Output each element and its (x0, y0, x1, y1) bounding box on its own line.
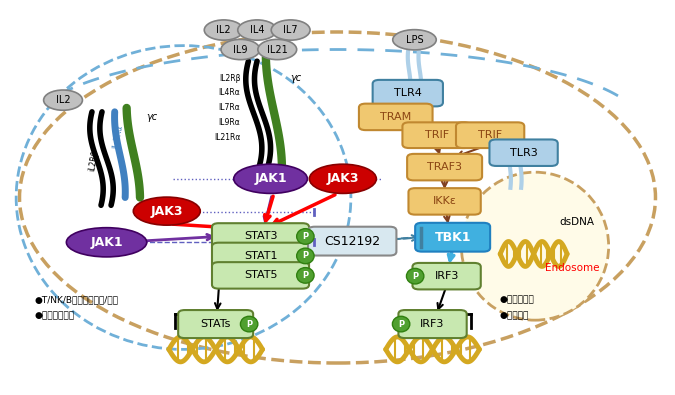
Text: IL2: IL2 (56, 95, 70, 105)
Ellipse shape (238, 20, 277, 40)
Text: iL2Rβ: iL2Rβ (88, 149, 101, 172)
Text: ●T/NK/B淡巴细胞分化/增殖: ●T/NK/B淡巴细胞分化/增殖 (35, 295, 119, 304)
Text: IL4Rα: IL4Rα (219, 88, 240, 98)
Text: IL4: IL4 (250, 25, 265, 35)
Text: IKKε: IKKε (433, 196, 456, 207)
Ellipse shape (297, 248, 314, 264)
FancyBboxPatch shape (412, 263, 481, 290)
Text: TRIF: TRIF (425, 130, 449, 140)
Ellipse shape (240, 316, 258, 332)
Ellipse shape (309, 164, 377, 194)
Ellipse shape (297, 229, 314, 244)
Text: STAT5: STAT5 (244, 271, 277, 280)
Text: IL9Rα: IL9Rα (219, 118, 240, 127)
Ellipse shape (461, 172, 609, 320)
Text: IL7: IL7 (284, 25, 298, 35)
Text: STATs: STATs (200, 319, 231, 329)
Text: JAK1: JAK1 (254, 172, 287, 185)
FancyBboxPatch shape (212, 243, 309, 269)
Text: IRF3: IRF3 (421, 319, 445, 329)
Text: STAT3: STAT3 (244, 231, 277, 241)
Text: TRAM: TRAM (380, 112, 411, 122)
Text: ●抗感染免疫: ●抗感染免疫 (500, 295, 534, 304)
Text: P: P (398, 320, 404, 329)
Text: LPS: LPS (406, 35, 423, 45)
FancyBboxPatch shape (402, 122, 470, 148)
Ellipse shape (393, 30, 436, 50)
Ellipse shape (392, 316, 410, 332)
Text: IL21: IL21 (267, 45, 288, 55)
Text: Endosome: Endosome (545, 263, 599, 273)
Text: γc: γc (291, 73, 302, 83)
Ellipse shape (44, 90, 82, 110)
FancyBboxPatch shape (408, 188, 481, 214)
Text: STAT1: STAT1 (244, 251, 277, 261)
Ellipse shape (221, 40, 260, 60)
Text: TLR4: TLR4 (394, 88, 422, 98)
Text: CS12192: CS12192 (324, 235, 380, 248)
Text: ●免疫记忆维持: ●免疫记忆维持 (35, 312, 75, 321)
Ellipse shape (234, 164, 307, 194)
FancyBboxPatch shape (373, 80, 443, 106)
Ellipse shape (134, 197, 200, 225)
Text: JAK3: JAK3 (327, 172, 359, 185)
FancyBboxPatch shape (407, 154, 482, 181)
Text: TRIF: TRIF (478, 130, 502, 140)
Text: IL-2Rα: IL-2Rα (111, 123, 124, 149)
Text: IL21Rα: IL21Rα (214, 133, 240, 142)
FancyBboxPatch shape (212, 223, 309, 250)
FancyBboxPatch shape (308, 227, 396, 256)
Text: IRF3: IRF3 (435, 271, 459, 281)
Text: P: P (246, 320, 252, 329)
Text: P: P (302, 251, 308, 260)
Text: IL9: IL9 (233, 45, 248, 55)
FancyBboxPatch shape (178, 310, 253, 338)
Text: IL2: IL2 (217, 25, 231, 35)
FancyBboxPatch shape (415, 223, 490, 252)
Ellipse shape (66, 228, 146, 257)
Text: IL2Rβ: IL2Rβ (219, 73, 240, 83)
Text: γc: γc (146, 112, 158, 122)
Ellipse shape (258, 40, 297, 60)
Ellipse shape (205, 20, 243, 40)
Text: JAK3: JAK3 (151, 205, 183, 218)
Text: dsDNA: dsDNA (560, 217, 595, 227)
FancyBboxPatch shape (456, 122, 524, 148)
Text: IL7Rα: IL7Rα (219, 103, 240, 112)
Text: ●炎症反应: ●炎症反应 (500, 312, 529, 321)
FancyBboxPatch shape (489, 139, 558, 166)
Text: TLR3: TLR3 (510, 148, 537, 158)
FancyBboxPatch shape (359, 103, 433, 130)
Text: TRAF3: TRAF3 (427, 162, 462, 172)
Ellipse shape (406, 268, 424, 284)
Text: P: P (302, 232, 308, 241)
FancyBboxPatch shape (212, 262, 309, 289)
Text: TBK1: TBK1 (435, 231, 471, 244)
Ellipse shape (297, 267, 314, 283)
Text: P: P (302, 271, 308, 280)
Text: JAK1: JAK1 (90, 236, 123, 249)
FancyBboxPatch shape (398, 310, 466, 338)
Ellipse shape (271, 20, 310, 40)
Text: P: P (412, 272, 418, 281)
